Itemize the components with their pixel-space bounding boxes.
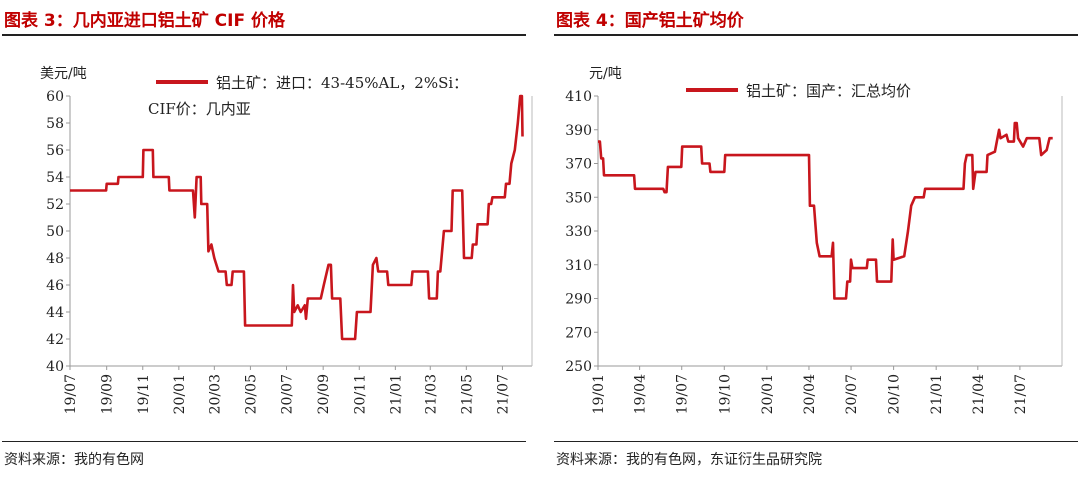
right-x-tick-label: 20/01: [760, 374, 776, 414]
right-y-tick-label: 250: [565, 359, 592, 375]
left-x-tick-label: 20/11: [352, 374, 368, 414]
left-source-note: 资料来源：我的有色网: [4, 452, 144, 468]
right-x-tick-label: 21/04: [971, 374, 987, 414]
left-x-tick-label: 21/05: [459, 374, 475, 414]
left-y-tick-label: 50: [46, 224, 64, 240]
right-x-tick-label: 19/07: [675, 374, 691, 414]
right-y-tick-label: 390: [565, 123, 592, 139]
right-title-divider: [554, 34, 1078, 36]
left-x-tick-label: 20/03: [207, 374, 223, 414]
right-y-unit-label: 元/吨: [589, 66, 622, 82]
left-y-tick-label: 52: [46, 197, 64, 213]
right-x-tick-label: 19/10: [717, 374, 733, 414]
left-x-tick-label: 21/07: [495, 374, 511, 414]
left-y-tick-label: 54: [46, 170, 64, 186]
left-y-tick-label: 44: [46, 305, 64, 321]
left-x-tick-label: 19/11: [136, 374, 152, 414]
left-y-unit-label: 美元/吨: [40, 66, 87, 82]
right-y-tick-label: 370: [565, 157, 592, 173]
right-x-tick-label: 21/07: [1013, 374, 1029, 414]
right-series-line: [598, 121, 1053, 300]
right-chart-title: 图表 4：国产铝土矿均价: [556, 11, 744, 31]
left-y-tick-label: 40: [46, 359, 64, 375]
left-x-tick-label: 19/07: [63, 374, 79, 414]
right-y-tick-label: 330: [565, 224, 592, 240]
left-y-tick-label: 48: [46, 251, 64, 267]
left-legend-label: CIF价：几内亚: [148, 100, 251, 118]
right-y-tick-label: 310: [565, 258, 592, 274]
left-y-tick-label: 56: [46, 143, 64, 159]
left-series-line: [70, 94, 524, 341]
left-y-tick-label: 60: [46, 89, 64, 105]
left-legend-label: 铝土矿：进口：43-45%AL，2%Si：: [216, 74, 468, 92]
right-y-tick-label: 290: [565, 292, 592, 308]
left-title-divider: [2, 34, 526, 36]
right-x-tick-label: 20/04: [802, 374, 818, 414]
right-x-tick-label: 20/10: [887, 374, 903, 414]
right-x-tick-label: 19/01: [591, 374, 607, 414]
left-y-tick-label: 58: [46, 116, 64, 132]
left-chart-panel: 图表 3：几内亚进口铝土矿 CIF 价格 40 42 44 46 48 50 52 54 56 5…: [2, 11, 533, 468]
left-x-tick-label: 20/01: [172, 374, 188, 414]
left-x-tick-label: 20/07: [280, 374, 296, 414]
left-x-tick-label: 21/01: [388, 374, 404, 414]
right-y-tick-label: 410: [565, 89, 592, 105]
left-x-tick-label: 21/03: [423, 374, 439, 414]
left-x-tick-label: 20/05: [243, 374, 259, 414]
right-y-tick-label: 350: [565, 190, 592, 206]
left-x-tick-label: 20/09: [316, 374, 332, 414]
left-line-chart: 40 42 44 46 48 50 52 54 56 58 60 19/07 19/09 19/11 20/…: [40, 66, 533, 414]
left-y-tick-label: 42: [46, 332, 64, 348]
left-chart-title: 图表 3：几内亚进口铝土矿 CIF 价格: [4, 11, 285, 31]
right-x-tick-label: 21/01: [929, 374, 945, 414]
right-y-tick-label: 270: [565, 325, 592, 341]
right-line-chart: 250 270 290 310 330 350 370 390 410 19/01 19/04 19/…: [565, 66, 1063, 414]
right-x-tick-label: 20/07: [844, 374, 860, 414]
right-chart-panel: 图表 4：国产铝土矿均价 250 270 290 310 330 350 370 390 410…: [540, 0, 1080, 478]
left-source-divider: [2, 441, 526, 442]
left-x-tick-label: 19/09: [100, 374, 116, 414]
right-x-tick-label: 19/04: [633, 374, 649, 414]
right-source-divider: [554, 441, 1078, 442]
left-y-tick-label: 46: [46, 278, 64, 294]
right-source-note: 资料来源：我的有色网，东证衍生品研究院: [556, 452, 822, 468]
right-legend-label: 铝土矿：国产：汇总均价: [746, 82, 911, 100]
